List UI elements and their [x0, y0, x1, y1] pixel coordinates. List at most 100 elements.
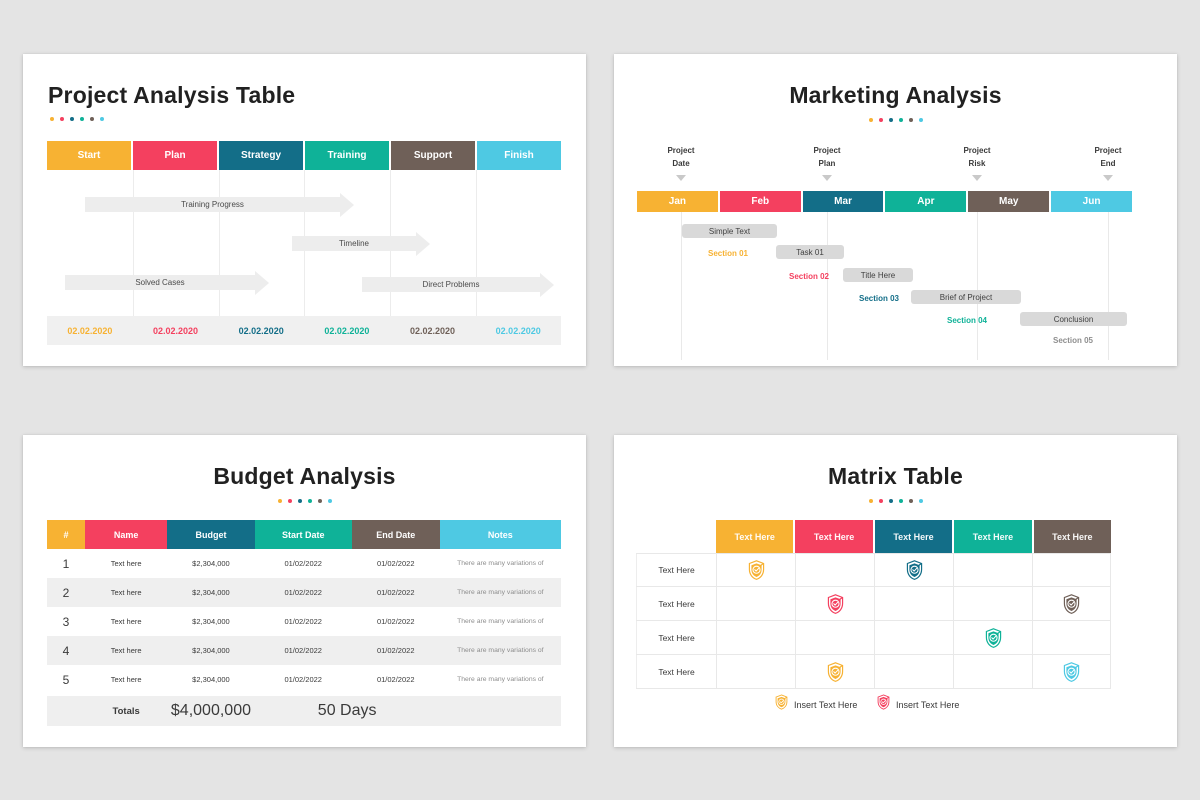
- matrix-col-header: Text Here: [874, 520, 953, 553]
- arrow-label: Direct Problems: [422, 280, 480, 289]
- process-arrow-timeline: Timeline: [292, 231, 430, 256]
- process-arrow-training-progress: Training Progress: [85, 192, 354, 217]
- accent-dot: [868, 118, 873, 122]
- totals-label: Totals: [112, 705, 140, 717]
- down-triangle-icon: [822, 175, 832, 181]
- timeline-gridline: [681, 212, 682, 360]
- phase-date: 02.02.2020: [67, 325, 113, 336]
- phase-date: 02.02.2020: [324, 325, 370, 336]
- totals-days: 50 Days: [317, 702, 377, 719]
- accent-dot: [317, 499, 322, 503]
- slide-budget-analysis[interactable]: Budget Analysis # Name Budget Start Date…: [23, 435, 586, 747]
- matrix-row-label: Text Here: [636, 621, 716, 654]
- phase-header-start: Start: [47, 141, 131, 170]
- matrix-cell: [795, 554, 874, 586]
- timeline-gridline: [827, 212, 828, 360]
- budget-table-header: # Name Budget Start Date End Date Notes: [47, 520, 561, 549]
- arrow-label: Solved Cases: [135, 278, 185, 287]
- arrow-head: [540, 272, 554, 297]
- matrix-cell: [1032, 587, 1111, 620]
- milestone-project-date: Project Date: [646, 144, 716, 181]
- matrix-cell: [795, 621, 874, 654]
- matrix-col-header: Text Here: [716, 520, 794, 553]
- accent-dot: [70, 117, 74, 121]
- col-header-end-date: End Date: [351, 520, 440, 549]
- accent-dot: [60, 117, 64, 121]
- matrix-row: Text Here: [636, 553, 1111, 587]
- slide-matrix-table[interactable]: Matrix Table Text Here Text Here Text He…: [614, 435, 1177, 747]
- accent-dots: [614, 118, 1177, 122]
- slide1-title: Project Analysis Table: [48, 82, 296, 108]
- accent-dots: [50, 117, 104, 121]
- accent-dot: [100, 117, 104, 121]
- month-apr: Apr: [885, 191, 967, 212]
- col-header-number: #: [47, 520, 86, 549]
- matrix-legend: Insert Text Here Insert Text Here: [636, 688, 1111, 721]
- months-bar: Jan Feb Mar Apr May Jun: [637, 191, 1132, 212]
- section-01-label: Section 01: [707, 249, 749, 258]
- col-header-budget: Budget: [167, 520, 255, 549]
- section-02-label: Section 02: [788, 272, 830, 281]
- accent-dot: [327, 499, 332, 503]
- phase-date: 02.02.2020: [495, 325, 541, 336]
- accent-dot: [868, 499, 873, 503]
- matrix-cell: [953, 621, 1032, 654]
- accent-dot: [918, 499, 923, 503]
- down-triangle-icon: [972, 175, 982, 181]
- timeline-gridline: [977, 212, 978, 360]
- gantt-bar-title-here: Title Here: [843, 268, 913, 282]
- gantt-bar-simple-text: Simple Text: [682, 224, 777, 238]
- accent-dot: [878, 118, 883, 122]
- accent-dot: [918, 118, 923, 122]
- phase-date: 02.02.2020: [238, 325, 284, 336]
- matrix-col-header: Text Here: [1033, 520, 1112, 553]
- table-row: 2 Text here $2,304,000 01/02/2022 01/02/…: [47, 578, 561, 607]
- matrix-cell: [716, 587, 795, 620]
- arrow-head: [340, 192, 354, 217]
- accent-dot: [878, 499, 883, 503]
- arrow-head: [255, 270, 269, 295]
- matrix-cell: [1032, 621, 1111, 654]
- accent-dots: [23, 499, 586, 503]
- section-05-label: Section 05: [1052, 336, 1094, 345]
- section-03-label: Section 03: [858, 294, 900, 303]
- milestone-project-risk: Project Risk: [942, 144, 1012, 181]
- slide-project-analysis-table[interactable]: Project Analysis Table Start Plan Strate…: [23, 54, 586, 366]
- arrow-head: [416, 231, 430, 256]
- accent-dot: [80, 117, 84, 121]
- gantt-bar-task-01: Task 01: [776, 245, 844, 259]
- matrix-row-label: Text Here: [636, 587, 716, 620]
- matrix-cell: [874, 587, 953, 620]
- phase-header-support: Support: [391, 141, 475, 170]
- matrix-row-label: Text Here: [636, 554, 716, 586]
- gantt-bar-brief-of-project: Brief of Project: [911, 290, 1021, 304]
- accent-dot: [90, 117, 94, 121]
- matrix-cell: [795, 587, 874, 620]
- process-arrow-direct-problems: Direct Problems: [362, 272, 554, 297]
- milestone-project-end: Project End: [1073, 144, 1143, 181]
- slide-marketing-analysis[interactable]: Marketing Analysis Project Date Project …: [614, 54, 1177, 366]
- matrix-cell: [716, 655, 795, 688]
- arrow-label: Timeline: [339, 239, 369, 248]
- month-mar: Mar: [802, 191, 884, 212]
- down-triangle-icon: [676, 175, 686, 181]
- matrix-col-header: Text Here: [954, 520, 1032, 553]
- table-row: 3 Text here $2,304,000 01/02/2022 01/02/…: [62, 614, 544, 629]
- table-row: 5 Text here $2,304,000 01/02/2022 01/02/…: [62, 672, 544, 687]
- grid-line: [219, 170, 220, 316]
- process-arrow-solved-cases: Solved Cases: [65, 270, 269, 295]
- phase-header-training: Training: [305, 141, 389, 170]
- matrix-cell: [953, 587, 1032, 620]
- totals-row: Totals $4,000,000 50 Days: [47, 696, 561, 726]
- matrix-row-label: Text Here: [636, 655, 716, 688]
- accent-dot: [888, 499, 893, 503]
- col-header-notes: Notes: [439, 520, 561, 549]
- accent-dot: [50, 117, 54, 121]
- month-feb: Feb: [719, 191, 801, 212]
- phase-dates-row: 02.02.2020 02.02.2020 02.02.2020 02.02.2…: [47, 316, 561, 345]
- accent-dot: [898, 118, 903, 122]
- matrix-row: Text Here: [636, 621, 1111, 655]
- phase-date: 02.02.2020: [152, 325, 199, 336]
- matrix-cell: [716, 554, 795, 586]
